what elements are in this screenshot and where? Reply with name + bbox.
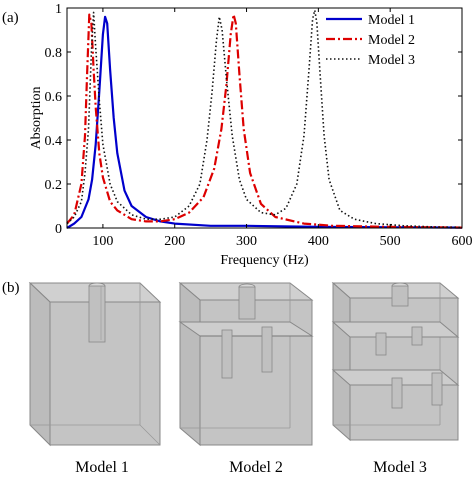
- chart-legend: Model 1 Model 2 Model 3: [326, 13, 415, 68]
- y-tick-label: 0.8: [45, 46, 63, 61]
- panel-b-label: (b): [2, 280, 20, 296]
- model-3-illustration: [331, 281, 460, 442]
- model-1-illustration: [28, 281, 162, 447]
- y-tick-label: 0.6: [45, 90, 63, 105]
- legend-label-model-1: Model 1: [368, 13, 415, 28]
- series-line-model-2: [66, 13, 463, 229]
- y-axis-label: Absorption: [29, 87, 44, 150]
- x-tick-label: 400: [308, 234, 329, 249]
- series-line-model-3: [66, 9, 463, 229]
- x-tick-label: 100: [92, 234, 113, 249]
- axis-ticks: 100 200 300 400 500 600 0 0.2 0.4 0.6 0.8 1: [45, 2, 473, 249]
- model-3-caption: Model 3: [373, 459, 427, 476]
- absorption-chart: 100 200 300 400 500 600 0 0.2 0.4 0.6 0.8 1 Frequen…: [29, 2, 473, 268]
- x-axis-label: Frequency (Hz): [220, 253, 309, 268]
- plot-frame: [66, 7, 463, 229]
- y-tick-label: 0.4: [45, 134, 63, 149]
- legend-label-model-2: Model 2: [368, 33, 415, 48]
- x-tick-label: 500: [380, 234, 401, 249]
- y-tick-label: 0: [55, 222, 62, 237]
- panel-a-label: (a): [2, 10, 19, 26]
- x-tick-label: 300: [236, 234, 257, 249]
- model-2-caption: Model 2: [229, 459, 283, 476]
- y-tick-label: 0.2: [45, 178, 63, 193]
- chart-curves: [66, 9, 463, 229]
- x-tick-label: 600: [452, 234, 473, 249]
- y-tick-label: 1: [55, 2, 62, 17]
- x-tick-label: 200: [164, 234, 185, 249]
- legend-label-model-3: Model 3: [368, 53, 415, 68]
- model-1-caption: Model 1: [75, 459, 129, 476]
- model-2-illustration: [178, 281, 314, 447]
- series-line-model-1: [66, 15, 463, 229]
